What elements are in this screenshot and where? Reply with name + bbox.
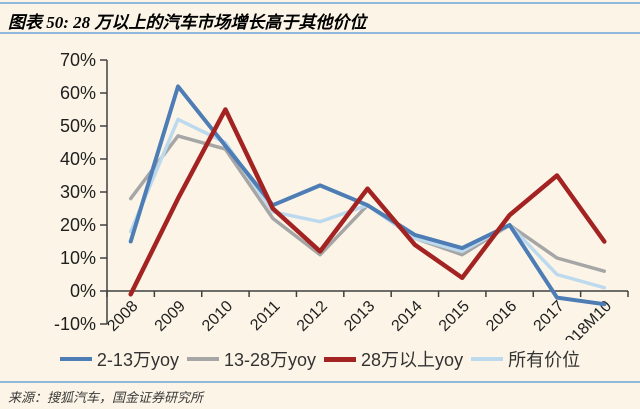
x-tick-label: 2012 [294, 298, 331, 335]
y-tick-label: 40% [60, 149, 96, 169]
series-line-0 [128, 84, 607, 307]
x-tick-label: 2011 [247, 298, 283, 334]
legend-swatch-red [324, 356, 357, 362]
legend-item-2-13: 2-13万yoy [59, 346, 179, 372]
y-tick-label: 10% [60, 248, 96, 268]
line-chart: 70% 60% 50% 40% 30% 20% 10% 0% -10% 2008 2009 2010 2… [54, 50, 629, 340]
legend-item-28-plus: 28万以上yoy [324, 346, 463, 372]
legend-label: 所有价位 [508, 350, 581, 370]
y-tick-label: 60% [60, 83, 96, 103]
x-tick-label: 2014 [389, 298, 426, 335]
y-tick-label: 20% [60, 215, 96, 235]
title-underline-rule [0, 32, 640, 34]
legend-label: 28万以上yoy [361, 350, 464, 370]
x-tick-label: 2015 [436, 298, 473, 335]
y-tick-label: 50% [60, 116, 96, 136]
x-tick-label: 2016 [483, 298, 520, 335]
footer-rule [0, 381, 640, 383]
legend-swatch-gray [186, 357, 219, 361]
legend-label: 13-28万yoy [223, 350, 317, 370]
series-line-2 [128, 107, 607, 297]
y-tick-label: 0% [70, 281, 96, 301]
y-tick-label: 70% [60, 50, 96, 70]
page-title: 图表 50: 28 万以上的汽车市场增长高于其他价位 [8, 13, 367, 32]
y-tick-label: 30% [60, 182, 96, 202]
legend-label: 2-13万yoy [96, 350, 179, 370]
y-tick-label: -10% [54, 314, 96, 334]
top-rule [0, 2, 640, 4]
legend-item-all-prices: 所有价位 [471, 346, 580, 372]
x-tick-label: 2010 [199, 298, 236, 335]
x-tick-label: 2013 [341, 298, 378, 335]
legend-swatch-lightblue [471, 357, 504, 361]
x-tick-label: 2017 [531, 298, 568, 335]
legend-swatch-blue [59, 357, 92, 361]
x-tick-label: 2008 [104, 298, 141, 335]
legend: 2-13万yoy 13-28万yoy 28万以上yoy 所有价位 [0, 344, 640, 374]
x-tick-label: 2018M10 [556, 298, 615, 340]
legend-item-13-28: 13-28万yoy [186, 346, 317, 372]
source-note: 来源：搜狐汽车，国金证券研究所 [8, 390, 204, 405]
x-tick-label: 2009 [152, 298, 189, 335]
